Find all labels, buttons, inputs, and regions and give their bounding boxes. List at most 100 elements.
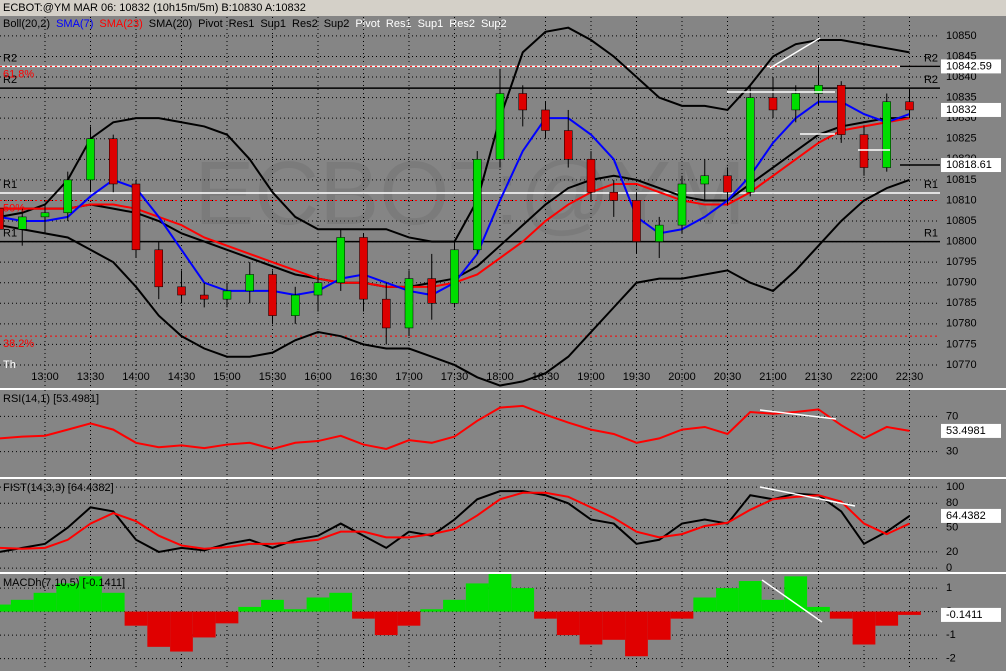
candle-body: [63, 179, 72, 214]
x-tick-label: 22:30: [896, 371, 924, 383]
value-box: [941, 102, 1001, 117]
value-box: [941, 158, 1001, 173]
title: ECBOT:@YM MAR 06: 10832 (10h15m/5m) B:10…: [3, 2, 306, 14]
divergence-lines: [727, 37, 890, 623]
x-tick-label: 20:00: [668, 371, 696, 383]
x-tick-label: 22:00: [850, 371, 878, 383]
candle-body: [86, 138, 95, 181]
histogram-bar: [693, 597, 717, 612]
y-tick-label: 70: [946, 410, 958, 422]
panel-title: RSI(14,1) [53.4981]: [3, 393, 99, 405]
candle-body: [404, 278, 414, 329]
y-tick-label: 10825: [946, 133, 977, 145]
candle-body: [245, 274, 254, 292]
candle-body: [222, 290, 232, 300]
y-tick-label: 100: [946, 481, 964, 493]
y-tick-label: 20: [946, 546, 958, 558]
candle-body: [268, 274, 277, 316]
candle-body: [609, 191, 618, 201]
x-tick-label: 19:00: [577, 371, 605, 383]
candle-body: [632, 200, 641, 242]
y-tick-label: 10795: [946, 256, 977, 268]
x-tick-label: 15:30: [259, 371, 287, 383]
candle-body: [518, 93, 527, 111]
candle-body: [746, 97, 755, 193]
histogram-bar: [488, 574, 512, 612]
candle-body: [200, 294, 209, 300]
histogram-bar: [283, 609, 307, 612]
x-tick-label: 21:00: [759, 371, 787, 383]
level-label: R2: [3, 52, 17, 64]
histogram-bar: [738, 581, 762, 612]
x-tick-label: 21:30: [805, 371, 833, 383]
x-tick-label: 16:30: [350, 371, 378, 383]
histogram-bar: [352, 611, 375, 619]
candle-body: [905, 101, 914, 111]
histogram-bar: [420, 609, 444, 612]
candle-body: [359, 237, 368, 300]
legend-entry: Res2: [292, 18, 318, 30]
x-tick-label: 17:00: [395, 371, 423, 383]
y-tick-label: 10810: [946, 194, 977, 206]
histogram-bar: [261, 599, 284, 612]
histogram-bar: [829, 611, 853, 619]
y-tick-label: 1: [946, 582, 952, 594]
value-box: [941, 423, 1001, 438]
y-tick-label: 80: [946, 497, 958, 509]
histogram-bar: [56, 583, 80, 612]
legend-entry: Boll(20,2): [3, 18, 50, 30]
candle-body: [109, 138, 118, 185]
x-tick-label: 14:00: [122, 371, 150, 383]
candle-body: [859, 134, 869, 168]
axes: 1077010775107801078510790107951080010805…: [3, 30, 1001, 665]
candle-body: [882, 101, 891, 168]
histogram-bar: [579, 611, 603, 645]
y-tick-label: 10785: [946, 297, 977, 309]
level-label: R1: [924, 227, 938, 239]
histogram-bar: [101, 592, 125, 612]
y-tick-label: 10840: [946, 71, 977, 83]
note: Th: [3, 359, 16, 371]
level-label: R2: [924, 52, 938, 64]
candle-body: [382, 298, 391, 329]
value-box: [941, 508, 1001, 523]
histogram-bar: [192, 611, 216, 638]
histogram-bar: [215, 611, 239, 624]
value-box-label: 10818.61: [946, 159, 992, 171]
value-box-label: 53.4981: [946, 425, 986, 437]
histogram-bar: [124, 611, 148, 626]
value-box-label: 10832: [946, 104, 977, 116]
y-tick-label: -2: [946, 653, 956, 665]
candle-body: [313, 282, 323, 296]
candle-body: [768, 97, 778, 111]
value-box-label: -0.1411: [946, 609, 983, 621]
legend-entry: Res2: [449, 18, 475, 30]
y-tick-label: 0: [946, 562, 952, 574]
histogram-bar: [170, 611, 193, 652]
candle-body: [473, 159, 482, 251]
histogram-bar: [647, 611, 671, 640]
y-tick-label: 10790: [946, 277, 977, 289]
y-tick-label: 10775: [946, 338, 977, 350]
panel-title: FIST(14,3,3) [64.4382]: [3, 482, 114, 494]
y-tick-label: 10770: [946, 359, 977, 371]
x-tick-label: 18:00: [486, 371, 514, 383]
histogram-bar: [443, 599, 466, 612]
candle-body: [564, 130, 573, 160]
legend-entry: Sup1: [418, 18, 444, 30]
series-line: [0, 178, 910, 387]
candle-body: [791, 93, 800, 111]
series-line: [0, 404, 910, 450]
legend-entry: Res1: [229, 18, 255, 30]
candle-body: [837, 85, 846, 135]
histogram-bar: [625, 611, 648, 657]
series-line: [0, 26, 910, 243]
level-label: R1: [3, 227, 17, 239]
candle-body: [655, 224, 664, 242]
y-tick-label: 50: [946, 522, 958, 534]
level-label: R2: [3, 74, 17, 86]
legend-entry: Pivot: [355, 18, 379, 30]
histogram-bar: [306, 597, 330, 612]
histogram-bar: [556, 611, 580, 636]
